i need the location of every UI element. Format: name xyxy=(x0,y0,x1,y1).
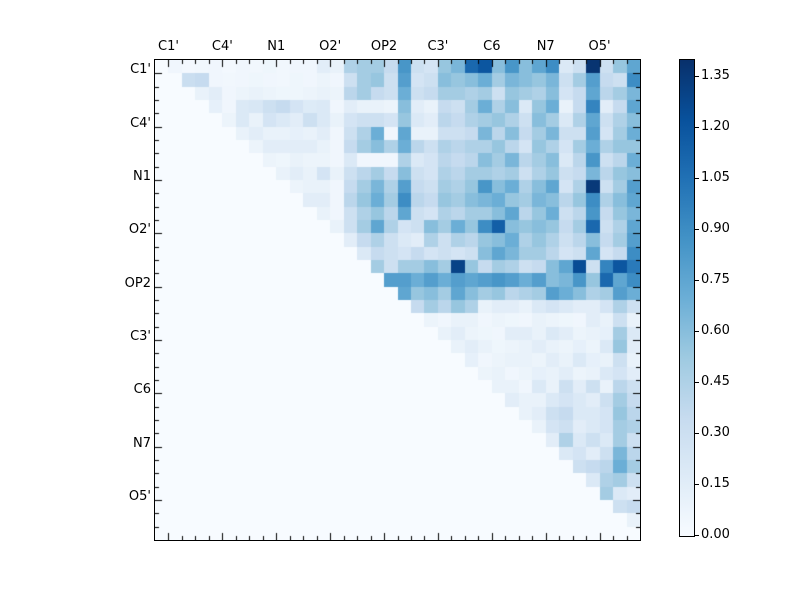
colorbar-tick-label: 1.05 xyxy=(701,170,730,185)
colorbar-gradient xyxy=(680,60,694,536)
y-axis-label: O2' xyxy=(128,222,151,237)
colorbar-tick xyxy=(695,331,699,332)
colorbar-tick-label: 0.45 xyxy=(701,374,730,389)
colorbar-tick-label: 1.35 xyxy=(701,68,730,83)
colorbar-tick xyxy=(695,229,699,230)
x-axis-label: C3' xyxy=(427,39,449,54)
x-axis-label: OP2 xyxy=(370,39,398,54)
heatmap-plot xyxy=(154,59,641,541)
colorbar-tick-label: 0.75 xyxy=(701,272,730,287)
colorbar-tick xyxy=(695,178,699,179)
colorbar xyxy=(679,59,695,537)
colorbar-tick-label: 0.90 xyxy=(701,221,730,236)
colorbar-tick-label: 1.20 xyxy=(701,119,730,134)
x-axis-label: C1' xyxy=(158,39,179,54)
colorbar-tick xyxy=(695,280,699,281)
x-axis-label: O2' xyxy=(319,39,342,54)
y-axis-label: C6 xyxy=(133,382,151,397)
colorbar-tick xyxy=(695,433,699,434)
colorbar-tick-label: 0.00 xyxy=(701,527,730,542)
y-axis-label: C1' xyxy=(130,62,151,77)
x-axis-label: C6 xyxy=(483,39,501,54)
y-axis-label: N1 xyxy=(133,169,151,184)
colorbar-tick-label: 0.60 xyxy=(701,323,730,338)
y-axis-label: C3' xyxy=(130,329,151,344)
heatmap-canvas xyxy=(155,60,640,540)
colorbar-tick-label: 0.15 xyxy=(701,476,730,491)
colorbar-tick-label: 0.30 xyxy=(701,425,730,440)
x-axis-label: C4' xyxy=(211,39,233,54)
y-axis-label: OP2 xyxy=(124,276,151,291)
x-axis-label: N1 xyxy=(267,39,286,54)
colorbar-tick xyxy=(695,382,699,383)
x-axis-label: O5' xyxy=(588,39,611,54)
colorbar-tick xyxy=(695,484,699,485)
y-axis-label: N7 xyxy=(133,436,151,451)
colorbar-tick xyxy=(695,127,699,128)
x-axis-label: N7 xyxy=(536,39,555,54)
y-axis-label: C4' xyxy=(130,116,151,131)
colorbar-tick xyxy=(695,76,699,77)
y-axis-label: O5' xyxy=(128,489,151,504)
colorbar-tick xyxy=(695,535,699,536)
